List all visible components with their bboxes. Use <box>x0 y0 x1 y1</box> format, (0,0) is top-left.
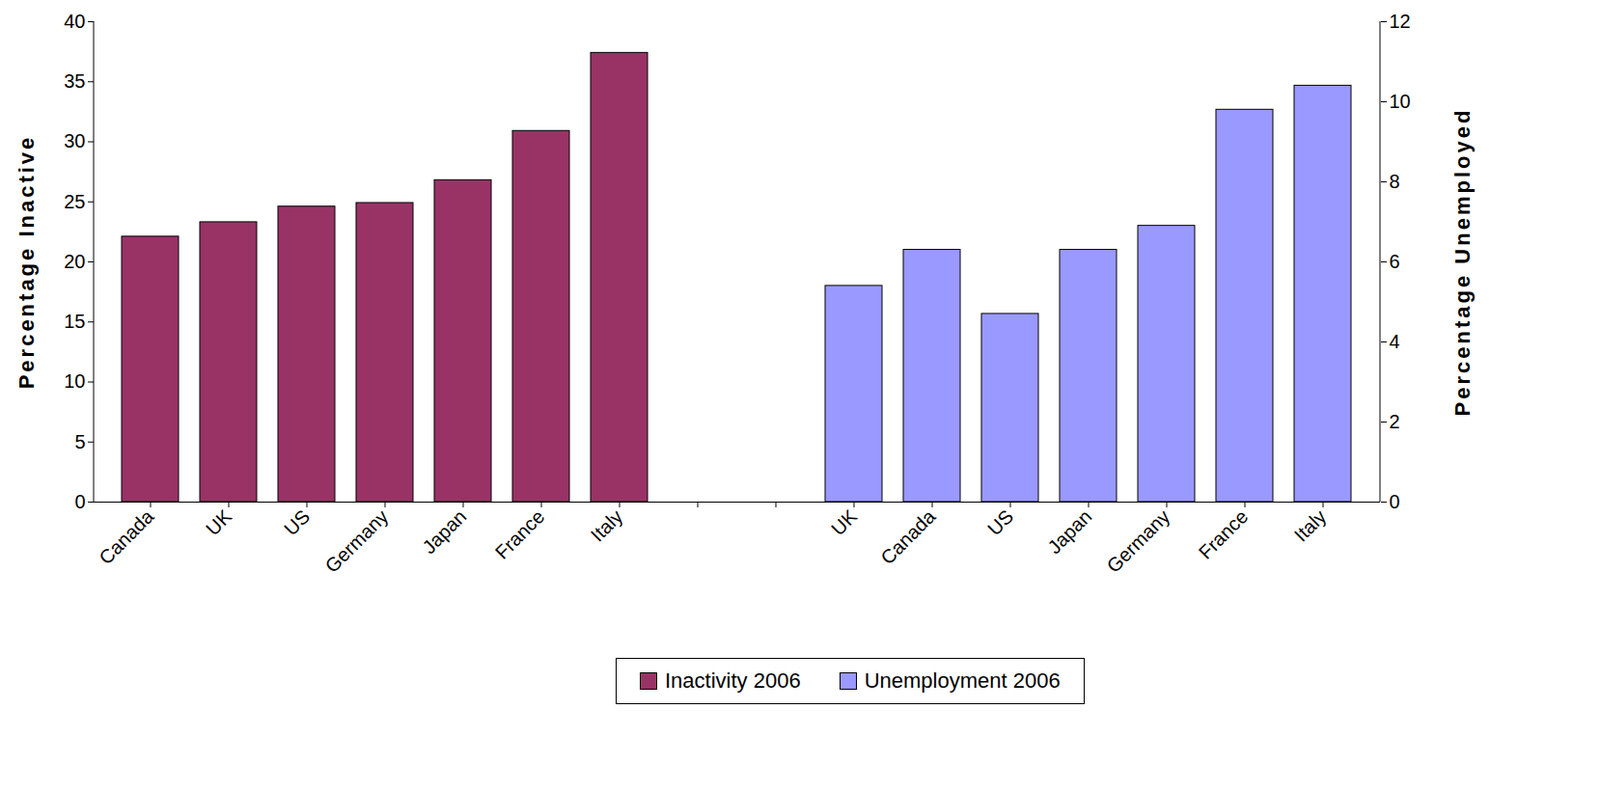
svg-text:US: US <box>279 505 314 540</box>
svg-text:Germany: Germany <box>1103 505 1175 578</box>
svg-text:Italy: Italy <box>1290 505 1330 546</box>
html-text:Unemployment 2006: Unemployment 2006 <box>864 668 1061 693</box>
svg-text:Canada: Canada <box>94 505 159 570</box>
svg-text:France: France <box>491 505 550 564</box>
svg-text:25: 25 <box>63 191 85 213</box>
svg-text:Germany: Germany <box>321 505 393 578</box>
svg-text:30: 30 <box>63 130 85 152</box>
svg-text:10: 10 <box>1389 90 1411 112</box>
svg-text:Japan: Japan <box>1043 505 1096 558</box>
svg-text:8: 8 <box>1389 170 1401 193</box>
svg-text:US: US <box>983 505 1018 540</box>
html-text:Inactivity 2006: Inactivity 2006 <box>664 668 801 693</box>
svg-text:40: 40 <box>63 10 85 32</box>
svg-text:20: 20 <box>63 250 85 273</box>
svg-text:15: 15 <box>63 310 85 332</box>
svg-text:UK: UK <box>827 505 862 541</box>
svg-text:6: 6 <box>1389 250 1401 273</box>
svg-text:Italy: Italy <box>586 505 627 546</box>
svg-text:Percentage Unemployed: Percentage Unemployed <box>1450 108 1475 417</box>
svg-text:UK: UK <box>201 505 237 541</box>
svg-text:5: 5 <box>74 431 85 453</box>
svg-text:4: 4 <box>1389 331 1401 353</box>
svg-text:Percentage Inactive: Percentage Inactive <box>14 135 39 390</box>
svg-text:10: 10 <box>63 370 85 392</box>
svg-text:France: France <box>1194 505 1253 564</box>
svg-text:0: 0 <box>74 491 85 513</box>
svg-text:2: 2 <box>1389 411 1401 433</box>
svg-text:0: 0 <box>1389 491 1401 513</box>
svg-text:35: 35 <box>63 70 85 92</box>
svg-text:Japan: Japan <box>417 505 470 558</box>
svg-text:12: 12 <box>1389 10 1411 32</box>
svg-text:Canada: Canada <box>876 505 940 570</box>
